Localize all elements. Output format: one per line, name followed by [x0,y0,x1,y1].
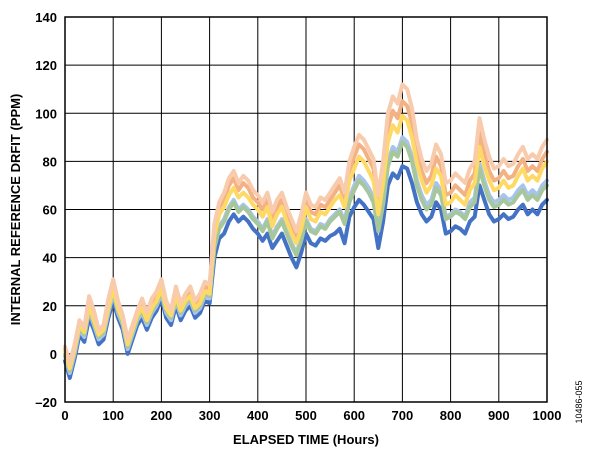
y-tick-label: 40 [43,251,57,266]
x-tick-label: 400 [247,408,269,423]
series-line-5 [63,113,549,371]
x-tick-label: 100 [102,408,124,423]
x-tick-label: 200 [151,408,173,423]
x-tick-labels: 0 100 200 300 400 500 600 700 800 900 1000 [61,408,561,423]
y-tick-label: 80 [43,154,57,169]
series-group [63,82,549,380]
y-tick-label: –20 [35,395,57,410]
y-tick-labels: –20 0 20 40 60 80 100 120 140 [35,10,57,410]
y-tick-label: 100 [35,106,57,121]
y-tick-label: 20 [43,299,57,314]
x-tick-label: 0 [61,408,68,423]
figure-id: 10486-055 [574,380,584,423]
x-tick-label: 700 [392,408,414,423]
x-axis-title: ELAPSED TIME (Hours) [233,432,379,447]
x-tick-label: 500 [295,408,317,423]
x-tick-label: 300 [199,408,221,423]
x-tick-label: 900 [488,408,510,423]
x-tick-label: 600 [343,408,365,423]
series-line-6 [63,82,549,366]
x-tick-label: 800 [440,408,462,423]
y-tick-label: 120 [35,58,57,73]
y-tick-label: 0 [50,347,57,362]
y-tick-label: 140 [35,10,57,25]
y-axis-title: INTERNAL REFERENCE DRFIT (PPM) [8,94,23,326]
plot-frame [64,16,548,403]
x-tick-label: 1000 [533,408,562,423]
y-tick-label: 60 [43,203,57,218]
